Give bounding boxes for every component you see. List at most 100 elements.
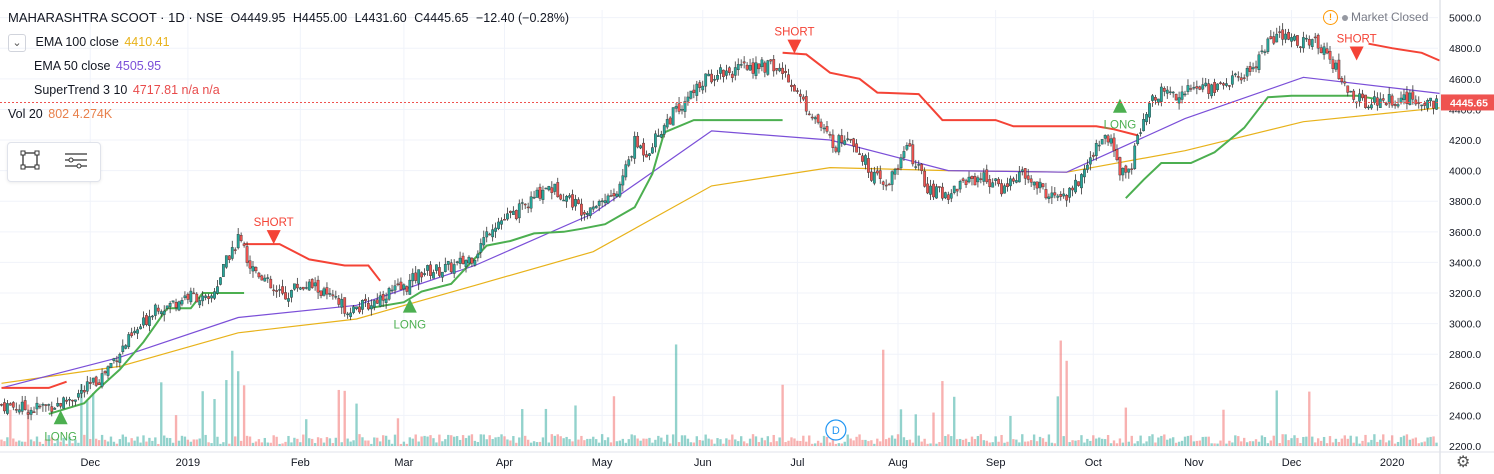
candle-body <box>1429 97 1432 102</box>
collapse-legend-icon[interactable]: ⌄ <box>8 33 26 52</box>
volume-bar <box>686 438 690 446</box>
volume-bar <box>322 442 326 446</box>
candle-body <box>1325 48 1329 54</box>
candle-body <box>1352 90 1356 100</box>
candle-body <box>680 109 684 111</box>
candle-body <box>310 279 314 288</box>
volume-bar <box>444 439 447 446</box>
volume-bar <box>964 438 968 446</box>
candle-body <box>1269 36 1273 39</box>
volume-bar <box>559 436 562 446</box>
volume-bar <box>592 436 595 446</box>
dividend-marker-label: D <box>832 425 840 437</box>
long-signal-arrow <box>1112 98 1127 113</box>
volume-bar <box>731 434 734 446</box>
volume-bar <box>127 442 130 446</box>
candle-body <box>1251 67 1255 70</box>
supertrend-lines <box>1 42 1440 415</box>
volume-bar <box>902 437 906 446</box>
volume-bar <box>503 436 506 446</box>
candle-body <box>973 176 977 186</box>
candle-body <box>1367 106 1370 109</box>
candle-body <box>239 234 243 241</box>
candle-body <box>79 390 83 394</box>
volume-bar <box>136 436 139 446</box>
volume-bar <box>805 441 808 446</box>
volume-bar <box>808 435 811 446</box>
candle-body <box>293 283 296 290</box>
volume-bar <box>124 436 127 446</box>
candle-body <box>322 288 326 296</box>
indicator-value: 4410.41 <box>124 35 170 49</box>
rectangle-tool-icon[interactable] <box>19 149 41 176</box>
volume-bar <box>781 384 784 446</box>
candle-body <box>500 220 503 225</box>
volume-bar <box>151 440 154 446</box>
volume-bar <box>689 442 693 446</box>
candle-body <box>1358 93 1361 102</box>
candle-body <box>399 281 403 290</box>
volume-bar <box>1077 440 1080 446</box>
settings-gear-icon[interactable]: ⚙ <box>1456 454 1471 471</box>
supertrend-short-segment <box>244 243 381 282</box>
candle-body <box>890 171 894 185</box>
candle-body <box>201 295 205 302</box>
candle-body <box>11 402 15 408</box>
candle-body <box>701 85 705 91</box>
volume-bar <box>287 435 290 446</box>
volume-bar <box>518 437 521 446</box>
candle-body <box>949 193 953 199</box>
volume-bar <box>515 442 518 446</box>
candle-body <box>230 247 234 259</box>
candle-body <box>807 113 811 116</box>
volume-bar <box>1290 438 1293 446</box>
volume-bar <box>1328 436 1332 446</box>
candle-body <box>793 85 796 92</box>
volume-bar <box>86 401 89 446</box>
candle-body <box>346 313 350 316</box>
volume-bar <box>997 441 1000 446</box>
info-icon[interactable]: ! <box>1323 10 1338 26</box>
candle-body <box>600 200 604 203</box>
volume-bar <box>399 443 403 446</box>
candle-body <box>1029 178 1033 183</box>
indicator-row-supertrend[interactable]: SuperTrend 3 10 4717.81 n/a n/a <box>8 78 569 102</box>
volume-bar <box>381 435 385 446</box>
volume-bar <box>145 441 148 446</box>
volume-bar <box>358 434 361 446</box>
candle-body <box>301 286 305 290</box>
volume-bar <box>1139 435 1142 446</box>
indicator-row-ema50[interactable]: EMA 50 close 4505.95 <box>8 54 569 78</box>
candle-body <box>1331 59 1335 69</box>
volume-bar <box>1228 440 1231 446</box>
short-signal-label: SHORT <box>1337 33 1377 45</box>
candle-body <box>574 198 577 207</box>
volume-bar <box>1035 441 1039 446</box>
indicator-row-ema100[interactable]: ⌄ EMA 100 close 4410.41 <box>8 30 569 54</box>
drawing-toolbar <box>7 142 101 182</box>
candle-body <box>1340 78 1344 82</box>
candle-body <box>130 332 134 336</box>
volume-bar <box>1154 442 1157 446</box>
volume-bar <box>763 440 767 446</box>
candle-body <box>91 377 95 383</box>
volume-bar <box>1367 442 1370 446</box>
volume-bar <box>50 437 53 446</box>
market-status[interactable]: ! Market Closed <box>1323 10 1428 26</box>
indicator-row-volume[interactable]: Vol 20 802 4.274K <box>8 102 569 126</box>
candle-body <box>790 84 793 87</box>
volume-bar <box>420 436 423 446</box>
volume-bar <box>1382 434 1385 446</box>
object-tree-icon[interactable] <box>63 149 89 176</box>
volume-bar <box>1263 437 1267 446</box>
volume-bar <box>234 436 237 446</box>
candle-body <box>420 272 424 278</box>
symbol-title[interactable]: MAHARASHTRA SCOOT · 1D · NSE <box>8 10 224 25</box>
volume-bar <box>165 437 169 446</box>
candle-body <box>929 185 932 195</box>
candle-body <box>227 255 231 260</box>
candle-body <box>390 289 394 292</box>
candle-body <box>38 405 42 408</box>
